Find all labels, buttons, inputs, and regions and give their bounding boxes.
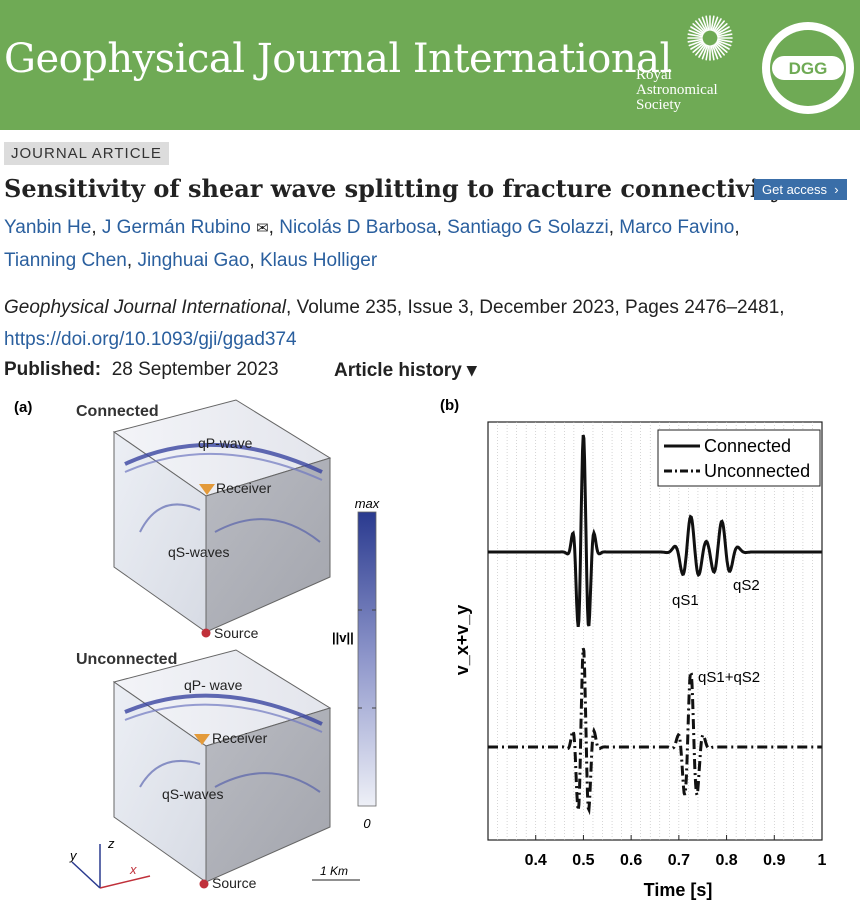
connected-cube bbox=[112, 399, 332, 638]
source-label-top: Source bbox=[214, 625, 259, 641]
annotation-qs1: qS1 bbox=[672, 592, 699, 609]
source-label-bottom: Source bbox=[212, 875, 257, 891]
scale-label: 1 Km bbox=[320, 864, 348, 878]
x-tick-label: 0.5 bbox=[572, 852, 594, 869]
ras-line-3: Society bbox=[636, 97, 681, 113]
waveform-plot: 0.4 0.5 0.6 0.7 0.8 0.9 1 Connected Unconnected bbox=[487, 421, 827, 869]
article-type-badge: JOURNAL ARTICLE bbox=[4, 142, 169, 165]
citation-journal: Geophysical Journal International bbox=[4, 297, 287, 318]
figure-svg: (a) Connected qP-wave Receiver qS-waves … bbox=[14, 397, 827, 900]
author-link[interactable]: J Germán Rubino bbox=[101, 217, 251, 238]
qs-waves-label-top: qS-waves bbox=[168, 544, 229, 560]
ras-line-2: Astronomical bbox=[636, 82, 718, 98]
qp-wave-label-bottom: qP- wave bbox=[184, 677, 243, 693]
author-link[interactable]: Nicolás D Barbosa bbox=[279, 217, 437, 238]
dgg-logo-text: DGG bbox=[789, 59, 828, 78]
get-access-button[interactable]: Get access › bbox=[754, 179, 847, 200]
journal-banner: Geophysical Journal International Royal … bbox=[0, 0, 860, 130]
axes-triad-icon bbox=[71, 844, 151, 889]
article-history-toggle[interactable]: Article history ▾ bbox=[334, 360, 477, 381]
x-tick-label: 0.7 bbox=[668, 852, 690, 869]
get-access-label: Get access bbox=[762, 182, 828, 197]
published-label: Published: bbox=[4, 359, 102, 380]
x-tick-label: 0.4 bbox=[525, 852, 547, 869]
author-link[interactable]: Jinghuai Gao bbox=[137, 250, 250, 271]
receiver-label-bottom: Receiver bbox=[212, 730, 268, 746]
ras-logo[interactable]: Royal Astronomical Society bbox=[636, 14, 748, 118]
author-list: Yanbin He, J Germán Rubino ✉, Nicolás D … bbox=[4, 212, 844, 277]
colorbar-min-label: 0 bbox=[363, 816, 371, 831]
colorbar-label: ||v|| bbox=[332, 630, 354, 645]
chevron-right-icon: › bbox=[830, 182, 839, 197]
citation: Geophysical Journal International, Volum… bbox=[4, 292, 854, 356]
qp-wave-label-top: qP-wave bbox=[198, 435, 253, 451]
connected-title: Connected bbox=[76, 403, 159, 420]
x-tick-label: 0.8 bbox=[715, 852, 737, 869]
x-tick-label: 1 bbox=[818, 852, 827, 869]
published-date: 28 September 2023 bbox=[111, 359, 279, 380]
colorbar-max-label: max bbox=[355, 496, 380, 511]
panel-b-label: (b) bbox=[440, 397, 459, 414]
unconnected-title: Unconnected bbox=[76, 651, 177, 668]
x-tick-label: 0.6 bbox=[620, 852, 642, 869]
x-tick-label: 0.9 bbox=[763, 852, 785, 869]
panel-a-label: (a) bbox=[14, 399, 32, 416]
author-link[interactable]: Santiago G Solazzi bbox=[447, 217, 609, 238]
article-title: Sensitivity of shear wave splitting to f… bbox=[4, 174, 785, 203]
plot-frame bbox=[487, 421, 823, 841]
ras-line-1: Royal bbox=[636, 67, 672, 83]
author-link[interactable]: Marco Favino bbox=[619, 217, 735, 238]
series-line bbox=[488, 434, 822, 628]
legend bbox=[657, 429, 821, 487]
author-link[interactable]: Klaus Holliger bbox=[259, 250, 378, 271]
ras-wordmark: Royal Astronomical Society bbox=[636, 68, 718, 113]
qs-waves-label-bottom: qS-waves bbox=[162, 786, 223, 802]
annotation-qs1-qs2: qS1+qS2 bbox=[698, 669, 760, 686]
receiver-label-top: Receiver bbox=[216, 480, 272, 496]
series-line bbox=[488, 647, 822, 816]
figure: (a) Connected qP-wave Receiver qS-waves … bbox=[0, 392, 860, 910]
legend-label: Connected bbox=[704, 436, 791, 456]
axis-x-label: x bbox=[129, 862, 137, 877]
y-axis-label: v_x+v_y bbox=[452, 605, 472, 676]
dgg-logo[interactable]: DGG bbox=[760, 20, 856, 116]
doi-link[interactable]: https://doi.org/10.1093/gji/ggad374 bbox=[4, 329, 297, 350]
published-info: Published: 28 September 2023 bbox=[4, 359, 279, 381]
journal-title[interactable]: Geophysical Journal International bbox=[4, 36, 672, 82]
unconnected-cube bbox=[112, 649, 332, 889]
sunburst-icon bbox=[687, 15, 733, 61]
author-link[interactable]: Yanbin He bbox=[4, 217, 92, 238]
annotation-qs2: qS2 bbox=[733, 577, 760, 594]
axis-z-label: z bbox=[107, 836, 115, 851]
axis-y-label: y bbox=[69, 848, 78, 863]
author-link[interactable]: Tianning Chen bbox=[4, 250, 127, 271]
legend-label: Unconnected bbox=[704, 461, 810, 481]
x-axis-label: Time [s] bbox=[644, 880, 713, 900]
colorbar bbox=[357, 511, 377, 807]
envelope-icon[interactable]: ✉ bbox=[256, 220, 269, 237]
citation-details: , Volume 235, Issue 3, December 2023, Pa… bbox=[286, 297, 785, 318]
